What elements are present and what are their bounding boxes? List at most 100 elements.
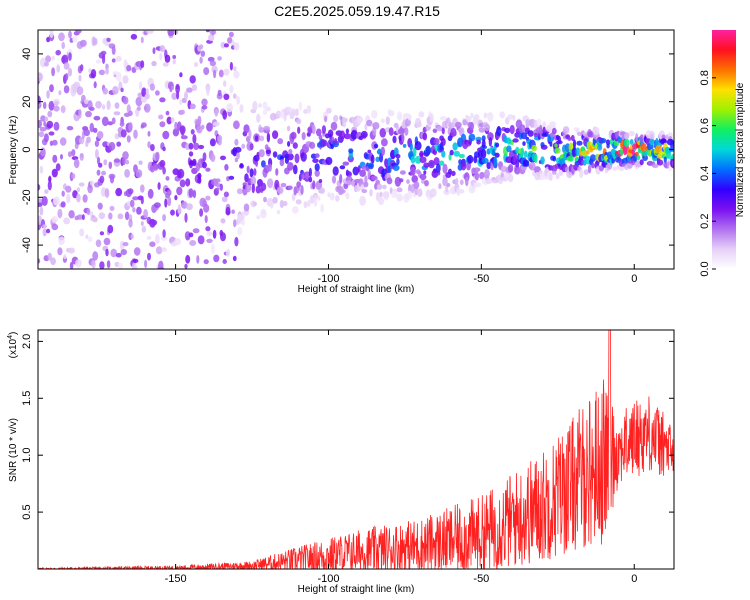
spectrogram-cell <box>639 134 644 143</box>
spectrogram-cell <box>210 154 216 162</box>
spectrogram-cell <box>133 264 138 269</box>
spectrogram-cell <box>392 164 400 171</box>
spectrogram-cell <box>107 224 114 234</box>
spectrogram-cell <box>140 184 145 193</box>
spectrogram-cell <box>518 124 526 134</box>
spectrogram-cell <box>59 137 67 146</box>
spectrogram-cell <box>578 158 585 166</box>
spectrogram-cell <box>327 192 331 198</box>
spectrogram-cell <box>159 45 166 53</box>
spectrogram-cell <box>459 179 464 186</box>
spectrogram-cell <box>234 138 239 146</box>
spectrogram-cell <box>366 119 373 127</box>
spectrogram-cell <box>233 70 240 79</box>
spectrogram-cell <box>555 173 560 180</box>
spectrogram-cell <box>311 124 316 135</box>
spectrogram-cell <box>229 84 234 94</box>
spectrogram-cell <box>172 59 176 65</box>
spectrogram-cell <box>43 121 47 127</box>
spectrogram-cell <box>236 96 241 105</box>
spectrogram-cell <box>162 166 166 175</box>
spectrogram-cell <box>175 83 181 94</box>
spectrogram-cell <box>529 162 536 171</box>
spectrogram-cell <box>124 211 130 221</box>
y-tick-label: 1.0 <box>21 448 33 463</box>
spectrogram-cell <box>223 43 229 48</box>
spectrogram-cell <box>177 168 185 179</box>
colorbar-tick-label: 0.2 <box>699 214 711 229</box>
spectrogram-cell <box>411 175 419 183</box>
spectrogram-cell <box>217 56 222 61</box>
spectrogram-cell <box>97 202 103 210</box>
colorbar-gradient <box>712 30 736 269</box>
spectrogram-cell <box>217 89 222 97</box>
spectrogram-cell <box>525 160 530 167</box>
spectrogram-cell <box>507 173 514 183</box>
spectrogram-cell <box>479 171 485 180</box>
spectrogram-cell <box>155 151 160 161</box>
spectrogram-cell <box>188 142 194 150</box>
spectrogram-cell <box>495 142 500 148</box>
spectrogram-cell <box>75 259 82 268</box>
spectrogram-cell <box>396 187 403 193</box>
spectrogram-cell <box>220 155 226 161</box>
spectrogram-cell <box>623 138 630 148</box>
spectrogram-cell <box>350 130 358 140</box>
spectrogram-cell <box>67 67 73 77</box>
spectrogram-cell <box>162 62 169 67</box>
spectrogram-cell <box>40 115 46 122</box>
spectrogram-cell <box>224 164 229 171</box>
spectrogram-cell <box>446 183 451 187</box>
spectrogram-cell <box>333 115 339 123</box>
spectrogram-cell <box>199 208 204 217</box>
spectrogram-cell <box>172 55 177 59</box>
x-tick-label: 0 <box>631 273 637 285</box>
spectrogram-cell <box>481 148 487 159</box>
spectrogram-cell <box>382 191 390 199</box>
spectrogram-cell <box>438 183 442 190</box>
spectrogram-cell <box>104 188 110 198</box>
spectrogram-cell <box>395 153 401 159</box>
spectrogram-cell <box>623 132 630 140</box>
spectrogram-cell <box>670 139 674 150</box>
spectrogram-cell <box>431 169 439 178</box>
spectrogram-cell <box>409 142 413 152</box>
spectrogram-cell <box>459 189 465 194</box>
spectrogram-cell <box>58 32 65 42</box>
spectrogram-cell <box>406 179 410 184</box>
spectrogram-cell <box>396 193 403 202</box>
spectrogram-cell <box>48 131 55 136</box>
x-tick-label: -50 <box>473 273 489 285</box>
spectrogram-cell <box>301 132 306 141</box>
spectrogram-cell <box>202 161 207 169</box>
spectrogram-cell <box>179 99 183 105</box>
spectrogram-cell <box>599 138 607 144</box>
spectrogram-cell <box>38 119 42 129</box>
spectrogram-cell <box>647 160 653 166</box>
spectrogram-cell <box>396 111 403 121</box>
spectrogram-cell <box>263 196 267 203</box>
spectrogram-cell <box>76 86 84 96</box>
spectrogram-cell <box>208 34 215 42</box>
spectrogram-cell <box>106 100 111 111</box>
spectrogram-cell <box>144 93 150 100</box>
spectrogram-cell <box>172 128 180 137</box>
spectrogram-cell <box>174 238 182 246</box>
spectrogram-cell <box>125 159 130 165</box>
spectrogram-cell <box>414 155 422 164</box>
spectrogram-cell <box>76 187 81 193</box>
spectrogram-cell <box>85 234 89 239</box>
spectrogram-cell <box>197 177 202 184</box>
spectrogram-cell <box>220 41 226 49</box>
spectrogram-cell <box>106 37 111 43</box>
spectrogram-cell <box>587 164 592 174</box>
spectrogram-cell <box>291 193 296 202</box>
spectrogram-cell <box>552 170 557 175</box>
spectrogram-cell <box>373 143 379 149</box>
spectrogram-cell <box>110 248 117 258</box>
spectrogram-cell <box>276 186 284 195</box>
spectrogram-cell <box>575 147 581 156</box>
spectrogram-cell <box>375 156 381 162</box>
spectrogram-cell <box>204 215 208 224</box>
